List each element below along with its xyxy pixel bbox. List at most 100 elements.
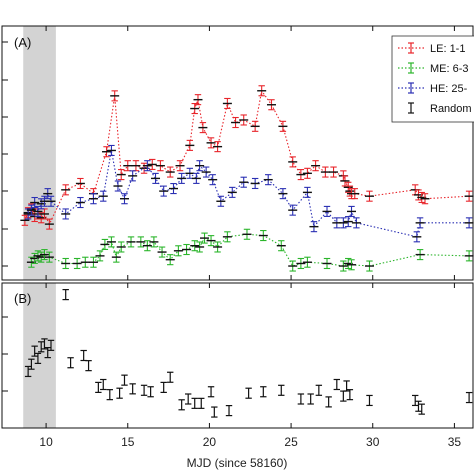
data-point-random xyxy=(418,403,425,415)
data-point-series-1 xyxy=(350,188,360,200)
data-point-random xyxy=(178,399,185,411)
data-point-random xyxy=(37,341,45,353)
data-point-random xyxy=(333,378,341,391)
data-point-series-1 xyxy=(131,160,141,172)
data-point-random xyxy=(95,381,102,393)
data-point-series-2 xyxy=(222,231,232,243)
data-point-series-1 xyxy=(155,160,165,172)
data-point-random xyxy=(121,374,128,386)
data-point-series-2 xyxy=(338,260,348,272)
data-point-series-3 xyxy=(351,217,361,229)
data-point-series-3 xyxy=(201,166,211,178)
data-point-series-2 xyxy=(173,245,183,257)
data-point-series-1 xyxy=(250,120,260,132)
data-point-series-3 xyxy=(159,185,169,197)
data-point-series-2 xyxy=(258,230,268,242)
data-point-random xyxy=(67,357,74,369)
legend-entry: Random xyxy=(408,102,472,115)
data-point-series-1 xyxy=(20,214,30,226)
data-point-random xyxy=(24,365,32,378)
x-tick-label: 15 xyxy=(121,435,135,449)
data-point-series-3 xyxy=(106,144,116,157)
data-point-random xyxy=(100,378,107,391)
data-point-random xyxy=(211,406,218,418)
data-point-series-2 xyxy=(116,241,126,253)
data-point-random xyxy=(85,360,92,372)
data-point-series-3 xyxy=(302,186,312,198)
panel-b-label: (B) xyxy=(14,291,31,306)
data-point-series-2 xyxy=(149,236,159,248)
data-point-series-3 xyxy=(412,231,422,243)
panel-b-shaded-band xyxy=(23,283,56,428)
data-point-series-2 xyxy=(347,259,357,271)
legend-label: Random xyxy=(430,103,472,115)
data-point-series-1 xyxy=(175,160,185,172)
data-point-series-1 xyxy=(420,193,430,205)
legend-entry: ME: 6-3 xyxy=(398,62,469,75)
data-point-series-2 xyxy=(190,240,200,252)
data-point-random xyxy=(160,381,167,393)
data-point-series-3 xyxy=(26,204,36,216)
data-point-random xyxy=(465,391,473,404)
data-point-series-2 xyxy=(213,241,223,253)
data-point-random xyxy=(31,345,38,357)
panel-a-shaded-band xyxy=(23,26,56,280)
data-point-series-1 xyxy=(165,166,175,178)
data-point-series-2 xyxy=(80,256,90,268)
x-tick-label: 20 xyxy=(203,435,217,449)
data-point-series-1 xyxy=(296,169,306,181)
data-point-random xyxy=(225,405,233,417)
data-point-random xyxy=(191,397,198,409)
data-point-series-3 xyxy=(338,217,348,229)
data-point-series-2 xyxy=(296,257,306,270)
data-point-series-1 xyxy=(123,160,133,172)
data-point-series-1 xyxy=(464,190,474,202)
data-point-series-2 xyxy=(136,236,146,248)
legend-box xyxy=(391,35,474,123)
data-point-series-2 xyxy=(126,236,136,248)
data-point-series-2 xyxy=(95,250,105,262)
data-point-series-3 xyxy=(142,160,152,172)
data-point-random xyxy=(412,394,419,407)
data-point-series-2 xyxy=(111,251,121,263)
data-point-series-2 xyxy=(364,260,374,272)
data-point-series-3 xyxy=(250,177,260,190)
data-point-series-1 xyxy=(44,218,54,230)
data-point-random xyxy=(28,358,35,370)
data-point-series-3 xyxy=(119,193,129,205)
data-point-random xyxy=(366,394,373,407)
data-point-random xyxy=(140,384,148,396)
data-point-series-3 xyxy=(168,183,178,195)
panel-a-label: (A) xyxy=(14,35,31,50)
data-point-series-2 xyxy=(288,260,298,272)
data-point-series-3 xyxy=(61,208,71,220)
data-point-random xyxy=(325,396,332,408)
data-point-series-2 xyxy=(100,238,110,250)
data-point-series-2 xyxy=(72,257,82,270)
legend-entry: HE: 25- xyxy=(398,82,468,95)
data-point-random xyxy=(147,386,154,398)
data-point-series-1 xyxy=(193,94,203,106)
data-point-random xyxy=(41,338,48,350)
panel-b-frame xyxy=(1,282,474,429)
data-point-random xyxy=(47,339,55,351)
data-point-series-3 xyxy=(151,172,161,184)
data-point-random xyxy=(245,387,252,399)
data-point-random xyxy=(62,289,69,301)
data-point-series-1 xyxy=(311,160,321,172)
data-point-series-2 xyxy=(195,241,205,253)
data-point-random xyxy=(116,387,123,399)
data-point-series-1 xyxy=(320,166,330,178)
data-point-series-2 xyxy=(106,236,116,248)
data-point-random xyxy=(167,371,174,383)
data-point-series-3 xyxy=(128,170,138,182)
panel-a: (A) LE: 1-1 ME: 6-3 HE: 25- Random xyxy=(1,25,474,281)
data-point-series-1 xyxy=(213,141,223,153)
x-tick-label: 30 xyxy=(366,435,380,449)
data-point-series-3 xyxy=(191,172,201,184)
data-point-random xyxy=(315,384,323,396)
data-point-random xyxy=(343,380,350,392)
data-point-random xyxy=(34,352,42,364)
data-point-series-1 xyxy=(147,158,157,170)
data-point-series-2 xyxy=(88,256,98,268)
